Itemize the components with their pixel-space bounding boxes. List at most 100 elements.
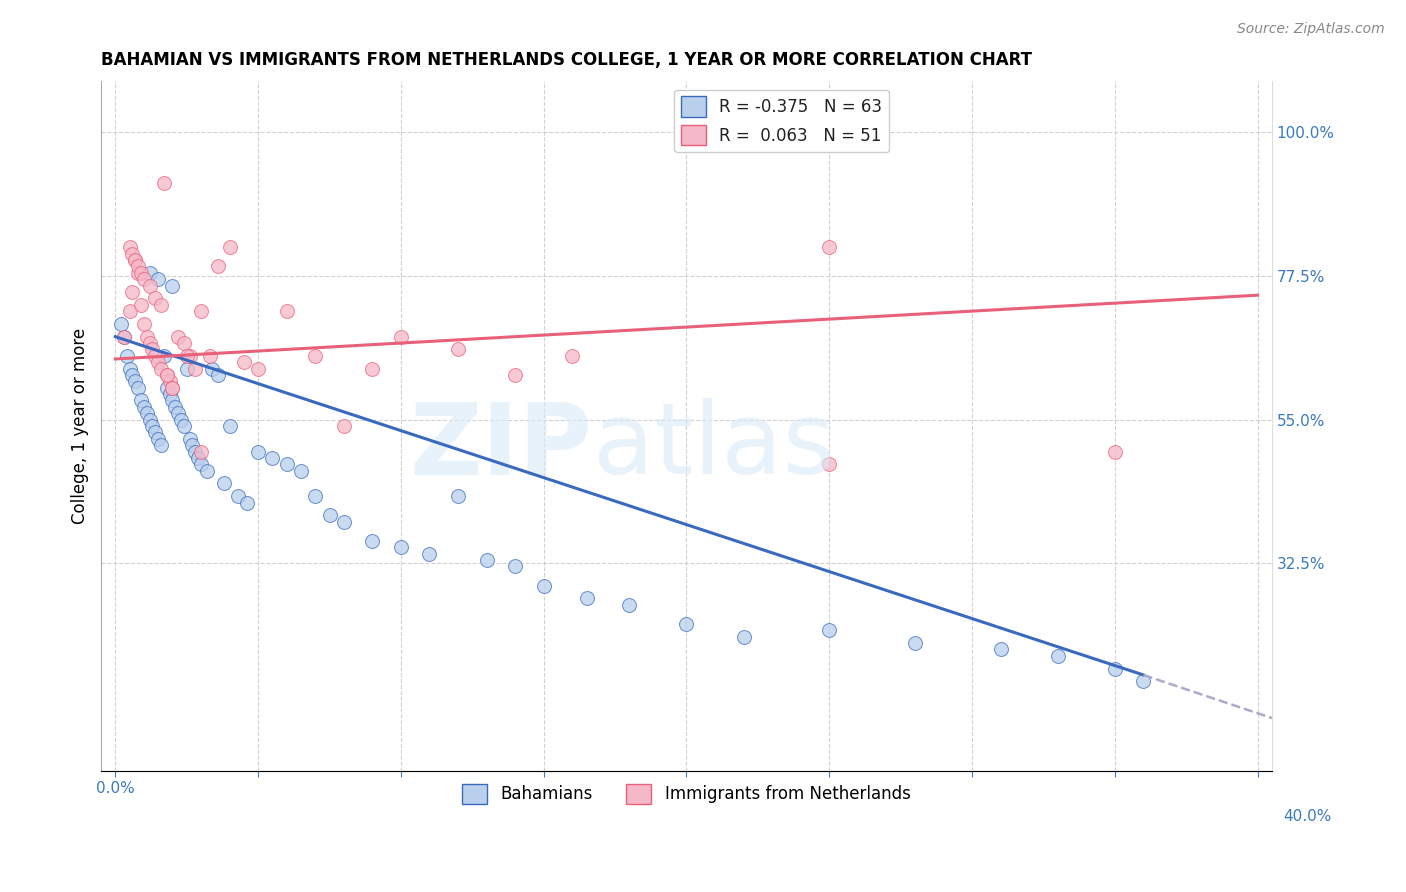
Point xyxy=(190,458,212,472)
Point xyxy=(619,598,641,612)
Point xyxy=(226,489,249,503)
Point xyxy=(904,636,927,650)
Point xyxy=(173,336,195,351)
Text: Source: ZipAtlas.com: Source: ZipAtlas.com xyxy=(1237,22,1385,37)
Legend: Bahamians, Immigrants from Netherlands: Bahamians, Immigrants from Netherlands xyxy=(456,777,917,811)
Point xyxy=(181,438,204,452)
Text: BAHAMIAN VS IMMIGRANTS FROM NETHERLANDS COLLEGE, 1 YEAR OR MORE CORRELATION CHAR: BAHAMIAN VS IMMIGRANTS FROM NETHERLANDS … xyxy=(101,51,1032,69)
Point xyxy=(124,253,146,268)
Point xyxy=(159,375,181,389)
Point xyxy=(146,272,169,286)
Point xyxy=(235,495,257,509)
Point xyxy=(153,177,176,191)
Point xyxy=(184,444,207,458)
Point xyxy=(121,246,143,260)
Point xyxy=(156,381,179,395)
Point xyxy=(304,489,326,503)
Point xyxy=(156,368,179,382)
Point xyxy=(143,425,166,440)
Point xyxy=(162,278,184,293)
Point xyxy=(162,381,184,395)
Point xyxy=(150,298,173,312)
Point xyxy=(990,642,1012,657)
Point xyxy=(447,343,470,357)
Point xyxy=(318,508,340,523)
Point xyxy=(135,329,157,343)
Point xyxy=(167,329,190,343)
Point xyxy=(212,476,235,491)
Point xyxy=(201,361,224,376)
Point xyxy=(262,450,284,465)
Point xyxy=(333,515,356,529)
Point xyxy=(132,400,155,414)
Point xyxy=(447,489,470,503)
Point xyxy=(818,240,841,254)
Point xyxy=(818,624,841,638)
Point xyxy=(143,291,166,305)
Point xyxy=(118,361,141,376)
Point xyxy=(156,368,179,382)
Point xyxy=(503,368,526,382)
Point xyxy=(132,272,155,286)
Point xyxy=(118,304,141,318)
Point xyxy=(503,559,526,574)
Point xyxy=(110,317,132,331)
Point xyxy=(276,304,298,318)
Point xyxy=(129,393,152,408)
Point xyxy=(361,361,384,376)
Point xyxy=(127,266,149,280)
Point xyxy=(247,444,270,458)
Point xyxy=(127,260,149,274)
Point xyxy=(141,343,163,357)
Point xyxy=(127,381,149,395)
Point xyxy=(129,298,152,312)
Point xyxy=(179,349,201,363)
Point xyxy=(162,393,184,408)
Point xyxy=(207,260,229,274)
Point xyxy=(179,432,201,446)
Point xyxy=(733,630,755,644)
Point xyxy=(143,349,166,363)
Point xyxy=(389,541,412,555)
Point xyxy=(170,412,193,426)
Point xyxy=(141,419,163,434)
Point xyxy=(247,361,270,376)
Point xyxy=(162,381,184,395)
Point xyxy=(190,304,212,318)
Point xyxy=(132,317,155,331)
Point xyxy=(138,278,160,293)
Point xyxy=(115,349,138,363)
Point xyxy=(190,444,212,458)
Point xyxy=(418,547,440,561)
Point xyxy=(195,464,218,478)
Point xyxy=(135,406,157,420)
Point xyxy=(129,266,152,280)
Point xyxy=(112,329,135,343)
Point xyxy=(124,375,146,389)
Point xyxy=(232,355,254,369)
Point xyxy=(1132,674,1154,689)
Text: ZIP: ZIP xyxy=(411,398,593,495)
Point xyxy=(333,419,356,434)
Point xyxy=(153,349,176,363)
Point xyxy=(1104,444,1126,458)
Point xyxy=(1046,648,1069,663)
Point xyxy=(818,458,841,472)
Point xyxy=(218,240,240,254)
Point xyxy=(167,406,190,420)
Point xyxy=(165,400,187,414)
Point xyxy=(575,591,598,606)
Point xyxy=(112,329,135,343)
Point xyxy=(138,336,160,351)
Point xyxy=(304,349,326,363)
Point xyxy=(198,349,221,363)
Point xyxy=(121,368,143,382)
Point xyxy=(218,419,240,434)
Point xyxy=(159,387,181,401)
Point xyxy=(187,450,209,465)
Text: atlas: atlas xyxy=(593,398,834,495)
Point xyxy=(361,533,384,548)
Point xyxy=(1104,662,1126,676)
Point xyxy=(290,464,312,478)
Point xyxy=(176,361,198,376)
